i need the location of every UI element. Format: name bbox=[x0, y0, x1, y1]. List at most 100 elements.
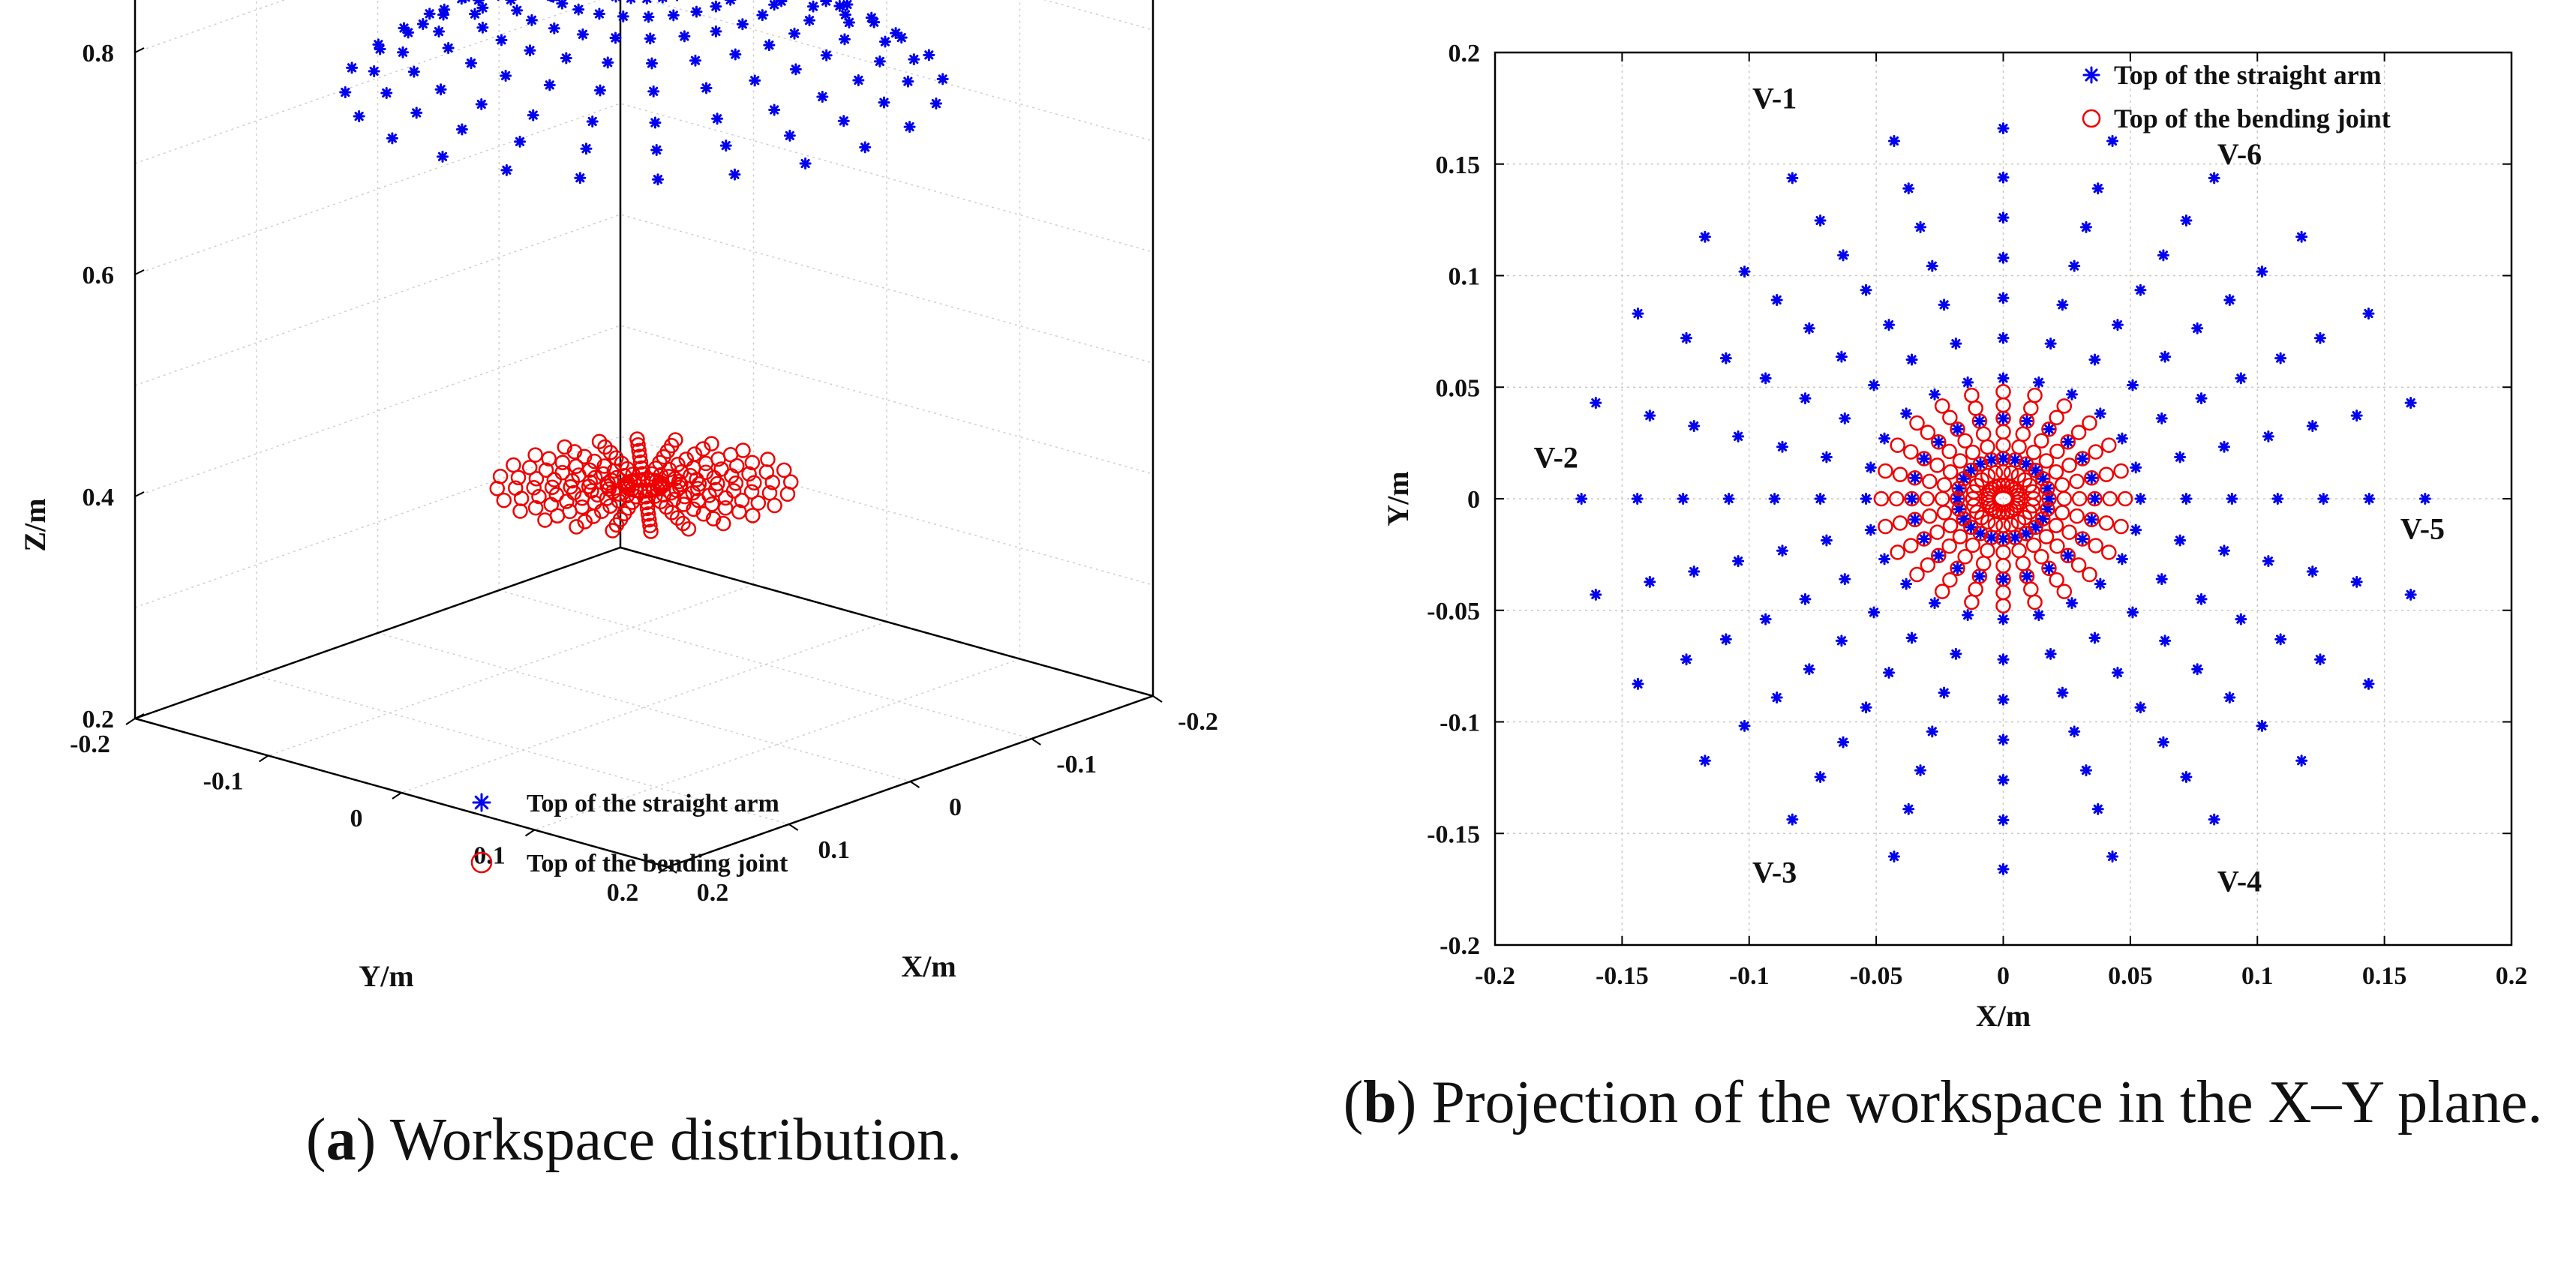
a-floor-grid-line bbox=[268, 584, 754, 757]
b-point-straight-arm bbox=[2180, 493, 2193, 505]
b-point-straight-arm bbox=[2126, 606, 2139, 619]
a-point-bending-joint bbox=[643, 524, 659, 539]
a-point-straight-arm bbox=[651, 173, 664, 186]
a-point-bending-joint bbox=[521, 460, 538, 476]
b-point-straight-arm bbox=[2274, 352, 2287, 364]
a-point-straight-arm bbox=[524, 44, 536, 57]
a-point-straight-arm bbox=[903, 121, 916, 134]
b-point-straight-arm bbox=[1768, 493, 1781, 505]
a-point-bending-joint bbox=[513, 490, 530, 506]
a-point-straight-arm bbox=[397, 46, 410, 58]
b-point-straight-arm bbox=[1997, 372, 2010, 385]
b-point-straight-arm bbox=[1985, 454, 1998, 466]
a-point-straight-arm bbox=[476, 2, 489, 14]
b-x-tick-label: 0.2 bbox=[2496, 962, 2528, 990]
a-point-bending-joint bbox=[526, 479, 542, 496]
b-point-straight-arm bbox=[1997, 532, 2010, 545]
a-point-straight-arm bbox=[838, 33, 851, 46]
b-legend-marker-bending-joint bbox=[2082, 109, 2101, 128]
a-point-bending-joint bbox=[641, 512, 657, 528]
b-point-bending-joint bbox=[2084, 512, 2100, 527]
b-point-straight-arm bbox=[2404, 397, 2417, 410]
a-point-bending-joint bbox=[669, 510, 686, 526]
b-point-bending-joint bbox=[1903, 538, 1919, 554]
a-x-tick-mark bbox=[667, 866, 677, 874]
b-point-bending-joint bbox=[2061, 458, 2077, 473]
b-point-straight-arm bbox=[1883, 319, 1896, 332]
b-x-axis-label: X/m bbox=[1976, 999, 2031, 1033]
a-point-straight-arm bbox=[407, 65, 420, 78]
b-point-straight-arm bbox=[1864, 461, 1877, 474]
b-point-bending-joint bbox=[1942, 410, 1958, 426]
a-point-bending-joint bbox=[569, 519, 584, 535]
a-point-bending-joint bbox=[686, 446, 703, 462]
b-point-straight-arm bbox=[1905, 632, 1918, 644]
b-point-bending-joint bbox=[1892, 515, 1908, 531]
b-point-bending-joint bbox=[2084, 470, 2100, 486]
b-point-bending-joint bbox=[1951, 480, 1967, 496]
b-point-straight-arm bbox=[2155, 573, 2168, 586]
b-point-bending-joint bbox=[1942, 464, 1959, 480]
a-point-straight-arm bbox=[434, 83, 447, 96]
b-point-straight-arm bbox=[2037, 472, 2049, 485]
a-x-tick-label: -0.2 bbox=[1178, 708, 1218, 736]
a-point-straight-arm bbox=[650, 144, 663, 157]
a-x-axis-label: X/m bbox=[901, 950, 956, 983]
caption-a: (a) Workspace distribution. bbox=[305, 1107, 962, 1173]
b-point-bending-joint bbox=[2060, 434, 2076, 450]
a-point-bending-joint bbox=[595, 466, 611, 482]
a-point-straight-arm bbox=[438, 3, 451, 16]
b-point-straight-arm bbox=[1902, 182, 1915, 195]
b-point-straight-arm bbox=[1973, 570, 1986, 583]
b-point-straight-arm bbox=[1698, 754, 1711, 767]
b-point-straight-arm bbox=[1997, 693, 2010, 706]
b-point-bending-joint bbox=[2061, 524, 2077, 540]
caption-b: (b) Projection of the workspace in the X… bbox=[1343, 1070, 2543, 1136]
b-point-straight-arm bbox=[1864, 524, 1877, 536]
b-point-straight-arm bbox=[1860, 493, 1872, 505]
a-x-tick-label: 0 bbox=[949, 794, 962, 821]
b-point-straight-arm bbox=[2106, 134, 2119, 147]
b-point-straight-arm bbox=[2068, 725, 2081, 738]
b-point-straight-arm bbox=[1803, 663, 1815, 676]
b-point-straight-arm bbox=[2418, 493, 2431, 505]
b-point-straight-arm bbox=[1770, 293, 1783, 306]
a-point-straight-arm bbox=[806, 0, 819, 13]
a-floor-grid-line bbox=[499, 590, 1032, 740]
b-y-tick-label: -0.15 bbox=[1427, 820, 1480, 848]
a-point-straight-arm bbox=[548, 0, 558, 3]
b-point-straight-arm bbox=[1814, 493, 1827, 505]
a-legend-label: Top of the straight arm bbox=[527, 790, 779, 818]
b-point-bending-joint bbox=[1892, 466, 1908, 482]
a-point-straight-arm bbox=[658, 0, 668, 4]
b-point-bending-joint bbox=[2041, 560, 2057, 577]
a-point-straight-arm bbox=[543, 79, 556, 92]
a-point-straight-arm bbox=[416, 18, 429, 31]
a-point-bending-joint bbox=[680, 520, 697, 537]
a-point-bending-joint bbox=[593, 503, 610, 519]
b-point-bending-joint bbox=[1965, 444, 1981, 460]
a-point-straight-arm bbox=[644, 32, 656, 45]
b-point-straight-arm bbox=[1820, 451, 1833, 464]
a-point-straight-arm bbox=[756, 9, 769, 22]
a-point-bending-joint bbox=[695, 441, 711, 457]
a-x-tick-label: 0.1 bbox=[818, 836, 851, 864]
b-point-straight-arm bbox=[1887, 850, 1900, 863]
b-point-straight-arm bbox=[1770, 692, 1783, 704]
b-point-bending-joint bbox=[1950, 560, 1965, 577]
b-point-bending-joint bbox=[1975, 426, 1992, 442]
a-point-straight-arm bbox=[710, 0, 722, 13]
b-point-straight-arm bbox=[2009, 531, 2022, 544]
b-point-straight-arm bbox=[1814, 771, 1827, 784]
b-point-straight-arm bbox=[1900, 407, 1913, 420]
a-point-bending-joint bbox=[496, 492, 512, 508]
a-point-straight-arm bbox=[593, 84, 606, 97]
b-point-straight-arm bbox=[2223, 293, 2236, 306]
a-point-straight-arm bbox=[586, 115, 599, 128]
a-y-tick-mark bbox=[658, 866, 668, 874]
a-point-straight-arm bbox=[724, 0, 737, 6]
b-point-straight-arm bbox=[1997, 212, 2010, 224]
a-point-straight-arm bbox=[500, 164, 513, 176]
b-point-straight-arm bbox=[2217, 544, 2230, 557]
